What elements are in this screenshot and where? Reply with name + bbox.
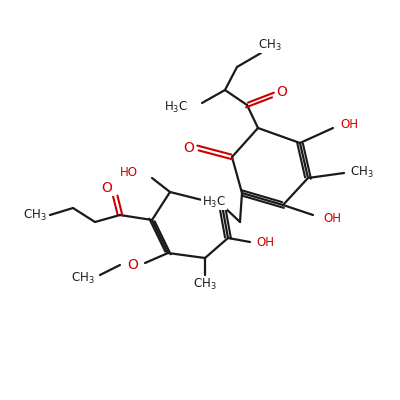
- Text: HO: HO: [120, 166, 138, 178]
- Text: CH$_3$: CH$_3$: [258, 38, 282, 52]
- Text: O: O: [184, 141, 194, 155]
- Text: O: O: [276, 85, 288, 99]
- Text: OH: OH: [340, 118, 358, 132]
- Text: H$_3$C: H$_3$C: [164, 100, 188, 114]
- Text: O: O: [128, 258, 138, 272]
- Text: CH$_3$: CH$_3$: [23, 208, 47, 222]
- Text: H$_3$C: H$_3$C: [202, 194, 226, 210]
- Text: O: O: [102, 181, 112, 195]
- Text: OH: OH: [256, 236, 274, 248]
- Text: CH$_3$: CH$_3$: [193, 276, 217, 292]
- Text: OH: OH: [323, 212, 341, 224]
- Text: CH$_3$: CH$_3$: [71, 270, 95, 286]
- Text: CH$_3$: CH$_3$: [350, 164, 374, 180]
